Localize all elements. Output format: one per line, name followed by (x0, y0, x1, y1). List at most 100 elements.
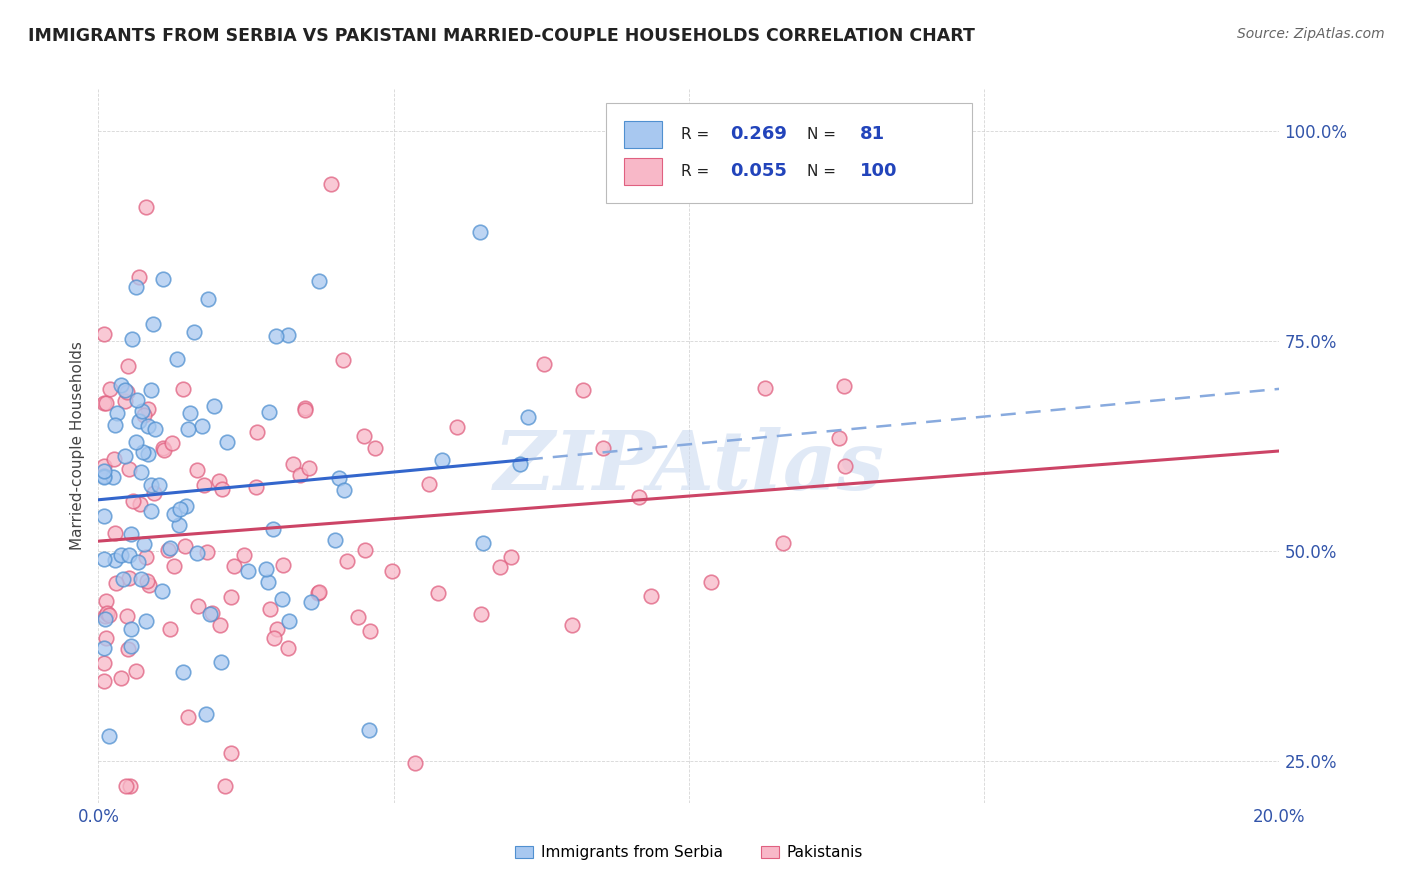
Point (271, 558, 294, 573)
Point (266, 622, 288, 636)
Point (120, 622, 142, 636)
Point (93, 470, 115, 484)
Point (446, 419, 468, 434)
Point (139, 504, 162, 518)
Legend: Immigrants from Serbia, Pakistanis: Immigrants from Serbia, Pakistanis (509, 839, 869, 866)
Point (333, 483, 356, 497)
Point (173, 539, 195, 553)
Point (132, 445, 155, 459)
Point (167, 518, 190, 533)
Point (198, 607, 221, 621)
Point (197, 292, 219, 306)
Point (499, 550, 522, 565)
Point (96, 631, 118, 645)
Point (561, 618, 583, 632)
Point (93, 657, 115, 671)
Point (214, 779, 236, 793)
Point (163, 507, 186, 521)
Point (148, 478, 170, 492)
Point (246, 425, 269, 439)
Point (111, 572, 134, 586)
Point (93, 396, 115, 410)
Point (509, 457, 531, 471)
Point (93, 327, 115, 342)
Point (208, 618, 231, 632)
Text: R =: R = (681, 127, 714, 142)
Point (426, 586, 449, 600)
Text: N =: N = (807, 127, 837, 142)
Point (132, 408, 155, 422)
Text: 81: 81 (860, 125, 886, 143)
Point (211, 483, 233, 497)
Point (114, 450, 136, 464)
Point (194, 706, 217, 721)
Point (357, 723, 380, 737)
Text: Source: ZipAtlas.com: Source: ZipAtlas.com (1237, 27, 1385, 41)
Text: ZIPAtlas: ZIPAtlas (494, 427, 884, 508)
Point (209, 655, 232, 669)
Point (172, 665, 194, 679)
Point (136, 419, 159, 434)
Point (94, 396, 117, 410)
Text: 0.055: 0.055 (730, 162, 787, 180)
Point (627, 491, 650, 505)
Point (104, 525, 127, 540)
Point (117, 609, 139, 624)
Point (97, 729, 120, 743)
Point (117, 462, 139, 476)
Point (364, 442, 387, 456)
Point (186, 546, 208, 560)
Point (193, 477, 215, 491)
Point (117, 385, 139, 400)
Point (118, 571, 141, 585)
Point (254, 562, 277, 576)
Point (201, 606, 224, 620)
Point (152, 442, 174, 456)
Point (94, 609, 117, 624)
Point (470, 607, 492, 622)
Point (136, 446, 159, 460)
Point (117, 359, 139, 373)
Point (104, 417, 127, 432)
Point (117, 641, 139, 656)
Point (129, 465, 152, 479)
Point (129, 572, 152, 586)
Point (127, 555, 149, 569)
Point (592, 441, 614, 455)
Point (257, 404, 280, 418)
Point (118, 779, 141, 793)
Point (110, 378, 132, 392)
Text: R =: R = (681, 164, 714, 178)
Point (103, 451, 125, 466)
Point (336, 554, 359, 568)
Point (93, 551, 115, 566)
Point (93, 464, 115, 478)
Point (323, 533, 346, 547)
Point (163, 559, 186, 574)
Point (772, 536, 794, 550)
Point (183, 325, 205, 339)
Point (150, 583, 173, 598)
Point (105, 406, 128, 420)
Point (174, 499, 197, 513)
Point (319, 178, 342, 192)
Point (128, 269, 150, 284)
Point (100, 382, 122, 396)
Point (135, 574, 157, 588)
Text: 100: 100 (860, 162, 897, 180)
Point (138, 578, 160, 592)
Point (122, 494, 145, 508)
Point (187, 599, 209, 614)
Point (298, 461, 321, 475)
Point (131, 404, 153, 418)
Point (404, 756, 426, 771)
Point (139, 477, 162, 491)
Point (202, 400, 225, 414)
Text: IMMIGRANTS FROM SERBIA VS PAKISTANI MARRIED-COUPLE HOUSEHOLDS CORRELATION CHART: IMMIGRANTS FROM SERBIA VS PAKISTANI MARR… (28, 27, 974, 45)
Point (166, 351, 188, 366)
Point (470, 225, 492, 239)
Point (96, 606, 118, 620)
Point (135, 549, 157, 564)
Point (136, 401, 159, 416)
Point (834, 458, 856, 473)
